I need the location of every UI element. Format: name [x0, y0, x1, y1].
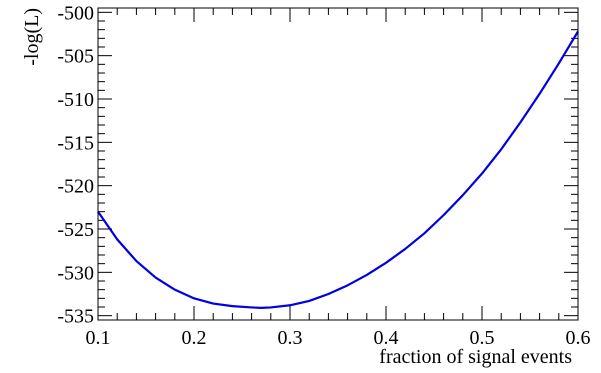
y-tick-label: -510 [57, 89, 94, 111]
x-tick-label: 0.5 [470, 327, 495, 349]
x-tick-label: 0.2 [182, 327, 207, 349]
plot-frame [97, 7, 579, 321]
x-tick-label: 0.4 [374, 327, 399, 349]
series-group [97, 30, 579, 309]
tick-labels: 0.1 0.2 0.3 0.4 0.5 0.6 -500 -505 -510 -515 -520 -5… [57, 2, 590, 349]
y-tick-label: -525 [57, 219, 94, 241]
axis-ticks [97, 8, 579, 320]
x-axis-label: fraction of signal events [379, 346, 572, 368]
y-axis-label: -log(L) [21, 8, 43, 66]
x-tick-label: 0.6 [566, 327, 591, 349]
y-tick-label: -500 [57, 2, 94, 24]
x-tick-label: 0.1 [86, 327, 111, 349]
y-tick-label: -520 [57, 176, 94, 198]
y-tick-label: -515 [57, 132, 94, 154]
y-tick-label: -505 [57, 46, 94, 68]
x-tick-label: 0.3 [278, 327, 303, 349]
y-tick-label: -535 [57, 306, 94, 328]
y-tick-label: -530 [57, 262, 94, 284]
series-line-0 [97, 30, 579, 309]
